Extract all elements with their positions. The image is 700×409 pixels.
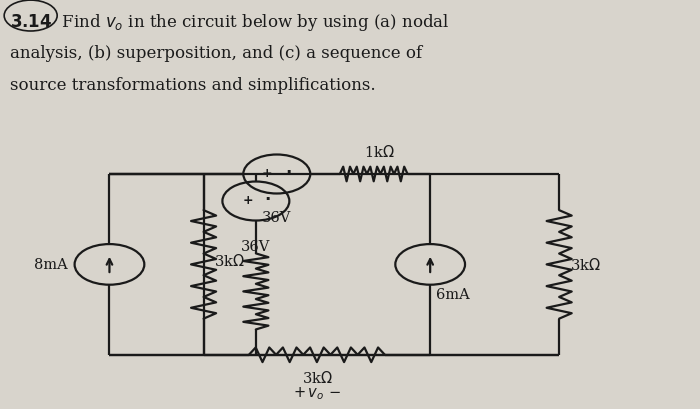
Text: ·: · [265,191,271,209]
Text: analysis, (b) superposition, and (c) a sequence of: analysis, (b) superposition, and (c) a s… [10,45,422,62]
Text: 3k$\Omega$: 3k$\Omega$ [302,369,332,385]
Text: source transformations and simplifications.: source transformations and simplificatio… [10,77,375,94]
Text: 3k$\Omega$: 3k$\Omega$ [214,253,245,269]
Text: ·: · [286,164,292,182]
Text: +: + [261,166,272,179]
Text: $\mathbf{3.14}$  Find $v_o$ in the circuit below by using (a) nodal: $\mathbf{3.14}$ Find $v_o$ in the circui… [10,12,449,34]
Text: 8mA: 8mA [34,258,68,272]
Text: 36V: 36V [241,239,271,253]
Text: 3k$\Omega$: 3k$\Omega$ [570,257,601,273]
Text: 1k$\Omega$: 1k$\Omega$ [363,143,394,159]
Text: +: + [242,193,253,207]
Text: 36V: 36V [262,210,291,224]
Text: 6mA: 6mA [436,287,470,301]
Text: $+\,v_o\,-$: $+\,v_o\,-$ [293,384,341,401]
